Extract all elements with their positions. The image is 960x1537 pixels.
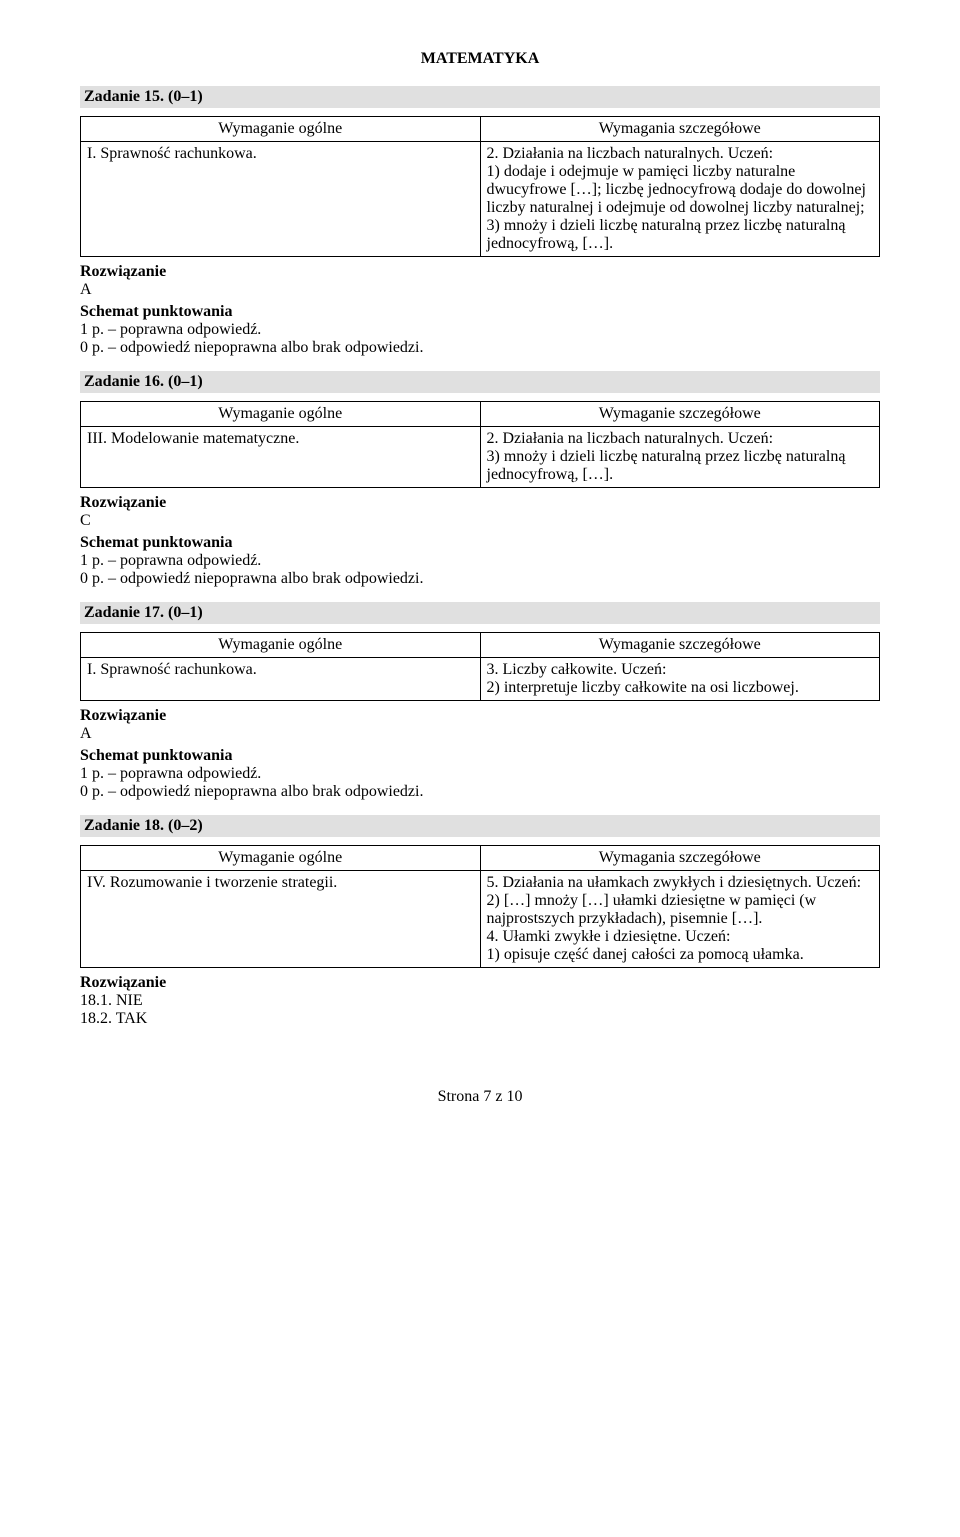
task-17-right-cell: 3. Liczby całkowite. Uczeń:2) interpretu… <box>480 658 880 701</box>
header-wymaganie-szczegolowe: Wymaganie szczegółowe <box>480 402 880 427</box>
rozwiazanie-label: Rozwiązanie <box>80 494 880 512</box>
schemat-label: Schemat punktowania <box>80 534 880 552</box>
task-15-table: Wymaganie ogólne Wymagania szczegółowe I… <box>80 116 880 257</box>
task-17-answer: A <box>80 725 880 743</box>
task-15-score-0p: 0 p. – odpowiedź niepoprawna albo brak o… <box>80 339 880 357</box>
task-15-title: Zadanie 15. (0–1) <box>80 86 880 108</box>
header-wymaganie-szczegolowe: Wymaganie szczegółowe <box>480 633 880 658</box>
task-16-score-1p: 1 p. – poprawna odpowiedź. <box>80 552 880 570</box>
schemat-label: Schemat punktowania <box>80 747 880 765</box>
task-17-score-1p: 1 p. – poprawna odpowiedź. <box>80 765 880 783</box>
task-18-right-cell: 5. Działania na ułamkach zwykłych i dzie… <box>480 871 880 968</box>
task-15-answer: A <box>80 281 880 299</box>
rozwiazanie-label: Rozwiązanie <box>80 263 880 281</box>
header-wymaganie-ogolne: Wymaganie ogólne <box>81 402 481 427</box>
task-16-table: Wymaganie ogólne Wymaganie szczegółowe I… <box>80 401 880 488</box>
task-16-title: Zadanie 16. (0–1) <box>80 371 880 393</box>
header-wymagania-szczegolowe: Wymagania szczegółowe <box>480 846 880 871</box>
page-footer: Strona 7 z 10 <box>80 1088 880 1106</box>
task-18-answer-2: 18.2. TAK <box>80 1010 880 1028</box>
task-16-left-cell: III. Modelowanie matematyczne. <box>81 427 481 488</box>
task-15-score-1p: 1 p. – poprawna odpowiedź. <box>80 321 880 339</box>
header-wymaganie-ogolne: Wymaganie ogólne <box>81 633 481 658</box>
task-15-right-cell: 2. Działania na liczbach naturalnych. Uc… <box>480 142 880 257</box>
task-18-table: Wymaganie ogólne Wymagania szczegółowe I… <box>80 845 880 968</box>
header-wymaganie-ogolne: Wymaganie ogólne <box>81 117 481 142</box>
rozwiazanie-label: Rozwiązanie <box>80 707 880 725</box>
task-16-score-0p: 0 p. – odpowiedź niepoprawna albo brak o… <box>80 570 880 588</box>
task-17-score-0p: 0 p. – odpowiedź niepoprawna albo brak o… <box>80 783 880 801</box>
schemat-label: Schemat punktowania <box>80 303 880 321</box>
task-17-title: Zadanie 17. (0–1) <box>80 602 880 624</box>
task-17-left-cell: I. Sprawność rachunkowa. <box>81 658 481 701</box>
task-18-answer-1: 18.1. NIE <box>80 992 880 1010</box>
task-18-left-cell: IV. Rozumowanie i tworzenie strategii. <box>81 871 481 968</box>
task-16-answer: C <box>80 512 880 530</box>
task-16-right-cell: 2. Działania na liczbach naturalnych. Uc… <box>480 427 880 488</box>
task-18-title: Zadanie 18. (0–2) <box>80 815 880 837</box>
rozwiazanie-label: Rozwiązanie <box>80 974 880 992</box>
document-title: MATEMATYKA <box>80 50 880 68</box>
header-wymagania-szczegolowe: Wymagania szczegółowe <box>480 117 880 142</box>
task-15-left-cell: I. Sprawność rachunkowa. <box>81 142 481 257</box>
task-17-table: Wymaganie ogólne Wymaganie szczegółowe I… <box>80 632 880 701</box>
header-wymaganie-ogolne: Wymaganie ogólne <box>81 846 481 871</box>
